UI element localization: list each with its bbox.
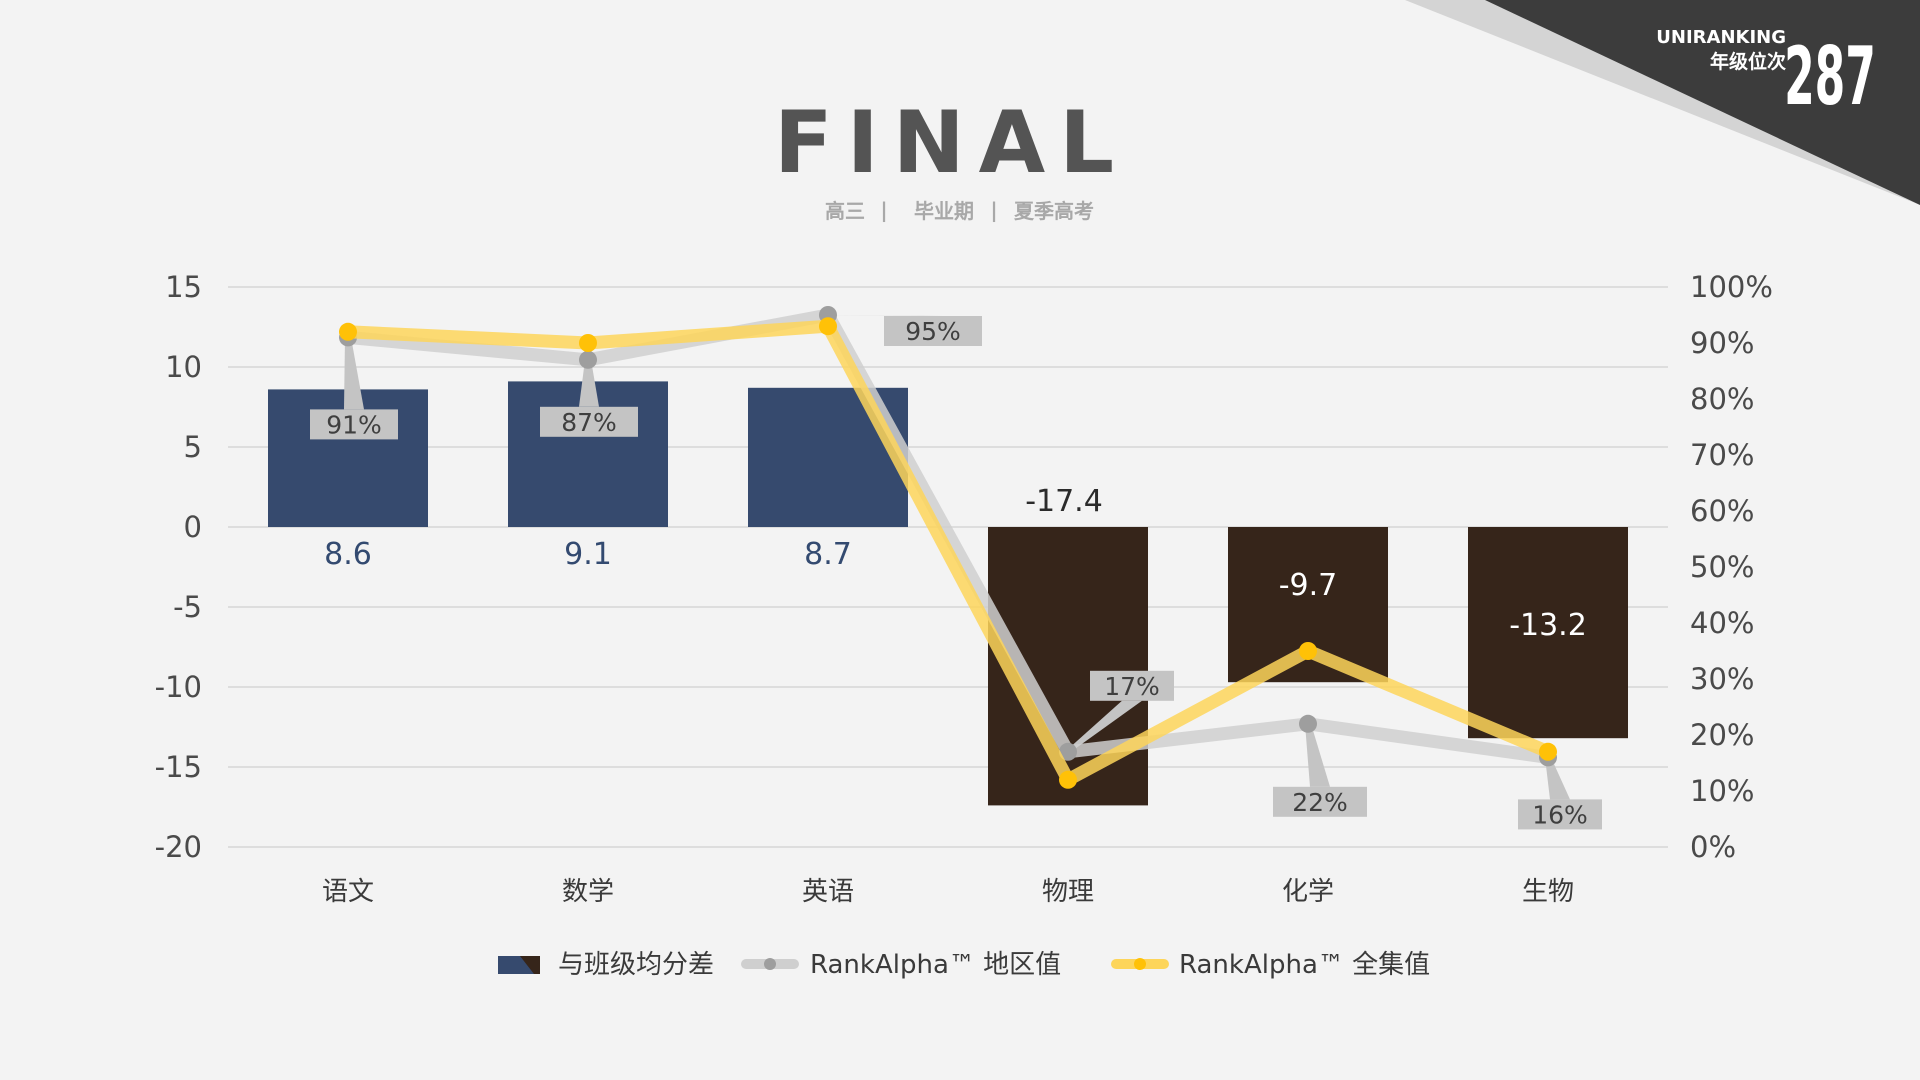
- subtitle: 高三 | 毕业期 | 夏季高考: [825, 198, 1094, 223]
- legend-label-bar: 与班级均分差: [558, 950, 714, 980]
- y-right-tick-label: 60%: [1690, 494, 1754, 528]
- subtitle-grade: 高三: [825, 199, 865, 223]
- full-marker: [1059, 770, 1077, 789]
- regional-percent-label: 22%: [1292, 788, 1348, 817]
- legend-swatch-regional-marker: [764, 958, 776, 970]
- full-line: [341, 319, 1555, 787]
- y-right-tick-label: 30%: [1690, 662, 1754, 696]
- regional-percent-label: 91%: [326, 410, 382, 439]
- x-category-label: 英语: [802, 877, 854, 907]
- regional-percent-label: 95%: [905, 317, 961, 346]
- regional-marker: [1299, 714, 1317, 733]
- bar: [1468, 527, 1628, 739]
- callout-box: [310, 409, 398, 440]
- callout-box: [1518, 799, 1602, 830]
- callout-stem: [1545, 757, 1570, 800]
- legend-label-full: RankAlpha™ 全集值: [1179, 950, 1430, 980]
- y-right-tick-label: 10%: [1690, 774, 1754, 808]
- y-right-tick-label: 70%: [1690, 438, 1754, 472]
- regional-marker: [1059, 742, 1077, 761]
- regional-marker: [579, 350, 597, 369]
- y-left-tick-label: 0: [184, 510, 202, 544]
- y-left-tick-label: -15: [155, 750, 202, 784]
- callout-stem: [1065, 700, 1142, 752]
- y-axis-right: 100% 90% 80% 70% 60% 50% 40% 30% 20% 10% 0%: [1690, 270, 1773, 864]
- regional-percent-label: 17%: [1104, 672, 1160, 701]
- callout-box: [1273, 786, 1367, 817]
- subtitle-separator-1: |: [880, 198, 887, 222]
- bar-value-label: -13.2: [1509, 608, 1587, 643]
- y-left-tick-label: 10: [165, 350, 202, 384]
- x-axis: 语文 数学 英语 物理 化学 生物: [322, 877, 1574, 907]
- x-category-label: 数学: [562, 877, 614, 907]
- corner-stripe-dark: [1485, 0, 1920, 205]
- subtitle-exam: 夏季高考: [1014, 199, 1094, 223]
- full-marker: [819, 317, 837, 336]
- full-marker: [579, 334, 597, 352]
- subtitle-separator-2: |: [990, 198, 997, 222]
- y-left-tick-label: 15: [165, 270, 202, 304]
- callout-stem: [344, 337, 364, 410]
- callout-stem: [579, 359, 599, 407]
- grid: [228, 286, 1668, 848]
- legend-label-regional: RankAlpha™ 地区值: [810, 950, 1061, 980]
- callout-box: [540, 406, 638, 437]
- full-marker: [1539, 742, 1557, 761]
- badge-brand: UNIRANKING: [1656, 27, 1786, 48]
- regional-percent-label: 87%: [561, 408, 617, 437]
- badge-value: 287: [1784, 31, 1876, 124]
- x-category-label: 化学: [1282, 877, 1334, 907]
- y-left-tick-label: -20: [155, 830, 202, 864]
- badge-label: 年级位次: [1710, 50, 1786, 73]
- legend-swatch-bar-blue: [498, 956, 534, 974]
- bar-value-label: 8.7: [804, 537, 852, 572]
- y-left-tick-label: 5: [184, 430, 202, 464]
- y-right-tick-label: 50%: [1690, 550, 1754, 584]
- labels: 8.6 9.1 8.7 -17.4 -9.7 -13.2 91% 87% 95% 17% 22% 16…: [324, 317, 1588, 829]
- bar-value-label: -17.4: [1025, 484, 1103, 519]
- y-left-tick-label: -5: [173, 590, 202, 624]
- callout-box: [884, 316, 982, 346]
- legend-item-bar: 与班级均分差: [498, 950, 714, 980]
- y-axis-left: 15 10 5 0 -5 -10 -15 -20: [155, 270, 202, 864]
- page-title: FINAL: [774, 93, 1128, 193]
- y-right-tick-label: 100%: [1690, 270, 1773, 304]
- legend-item-regional: RankAlpha™ 地区值: [741, 950, 1061, 980]
- y-right-tick-label: 40%: [1690, 606, 1754, 640]
- full-marker: [339, 322, 357, 341]
- legend-item-full: RankAlpha™ 全集值: [1111, 950, 1430, 980]
- x-category-label: 生物: [1522, 877, 1574, 907]
- regional-line: [341, 308, 1555, 764]
- bar-value-label: 9.1: [564, 537, 612, 572]
- bar-value-label: 8.6: [324, 537, 372, 572]
- lines: [339, 306, 1557, 789]
- legend-swatch-full-marker: [1134, 958, 1146, 970]
- callout-stems: [310, 315, 1602, 830]
- regional-percent-label: 16%: [1532, 800, 1588, 829]
- full-marker: [1299, 642, 1317, 660]
- y-right-tick-label: 90%: [1690, 326, 1754, 360]
- x-category-label: 语文: [322, 877, 374, 907]
- callout-stem: [1305, 723, 1330, 787]
- x-category-label: 物理: [1042, 877, 1094, 907]
- legend: 与班级均分差 RankAlpha™ 地区值 RankAlpha™ 全集值: [498, 950, 1430, 980]
- bar-value-label: -9.7: [1279, 568, 1338, 603]
- y-left-tick-label: -10: [155, 670, 202, 704]
- subtitle-period: 毕业期: [914, 199, 974, 223]
- callout-box: [1090, 670, 1174, 701]
- callout-stem: [825, 315, 943, 316]
- y-right-tick-label: 0%: [1690, 830, 1736, 864]
- y-right-tick-label: 80%: [1690, 382, 1754, 416]
- y-right-tick-label: 20%: [1690, 718, 1754, 752]
